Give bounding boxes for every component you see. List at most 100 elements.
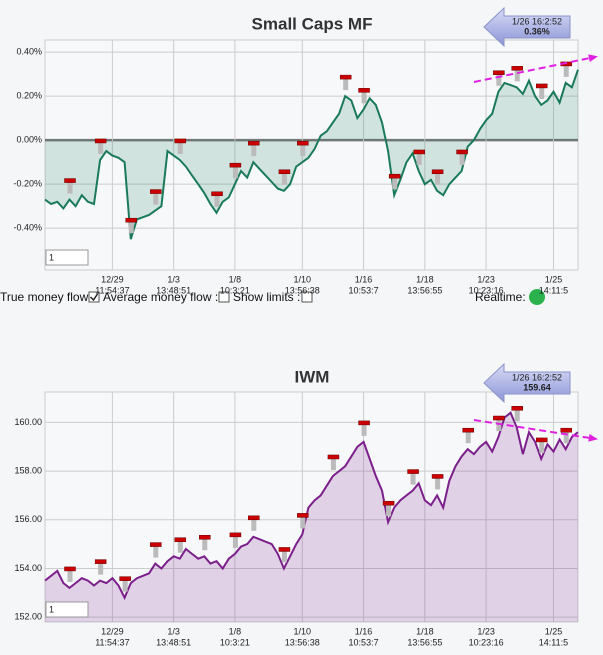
flag-head	[278, 547, 291, 552]
flag-head	[278, 169, 291, 175]
x-tick-label: 1/25	[545, 626, 563, 636]
y-tick-label: -0.40%	[13, 223, 42, 233]
area	[45, 412, 578, 622]
flag-head	[456, 149, 468, 155]
x-tick-sublabel: 13:48:51	[156, 637, 191, 647]
input-box[interactable]	[45, 601, 89, 618]
flag-stem	[496, 419, 502, 432]
flag	[431, 169, 444, 185]
x-tick-sublabel: 13:56:38	[285, 285, 320, 295]
x-tick-sublabel: 11:54:37	[95, 637, 129, 647]
label: True money flow:	[0, 290, 92, 304]
x-tick-sublabel: 13:56:55	[407, 637, 442, 647]
flag-stem	[300, 144, 306, 157]
flag	[297, 513, 309, 529]
flag	[493, 415, 505, 432]
flag-head	[94, 559, 107, 564]
flag-stem	[128, 221, 134, 234]
flag	[462, 427, 474, 444]
y-tick-label: 0.20%	[16, 90, 42, 100]
flag-head	[199, 535, 211, 540]
x-tick-sublabel: 10:3:21	[220, 637, 250, 647]
flag-stem	[153, 545, 159, 558]
flag-stem	[392, 177, 398, 190]
flag-stem	[281, 172, 287, 185]
flag-stem	[514, 69, 520, 82]
x-tick-label: 1/23	[477, 274, 495, 284]
x-tick-label: 1/10	[294, 626, 312, 636]
flag-stem	[251, 144, 257, 157]
tooltip-box	[483, 362, 571, 404]
flag	[358, 420, 370, 436]
checkbox[interactable]	[218, 291, 230, 303]
x-tick-label: 1/16	[355, 626, 373, 636]
chart-title: IWM	[295, 367, 330, 386]
flag-stem	[386, 504, 392, 517]
flag-stem	[214, 194, 220, 207]
flag	[174, 537, 187, 553]
flag-stem	[330, 457, 336, 470]
flag-stem	[177, 141, 183, 154]
flag-head	[535, 437, 548, 443]
checkbox[interactable]	[301, 291, 313, 303]
flag	[229, 162, 242, 179]
flag-head	[388, 173, 401, 179]
line	[44, 69, 579, 240]
flag	[94, 559, 107, 575]
flag-head	[94, 138, 107, 144]
flag-stem	[177, 540, 183, 553]
flag-stem	[465, 431, 471, 444]
flag	[327, 454, 340, 470]
flag-head	[119, 576, 131, 581]
flag	[511, 406, 523, 422]
flag-head	[211, 191, 223, 197]
flag-stem	[459, 152, 465, 165]
flag-head	[297, 513, 309, 518]
flag-head	[358, 88, 370, 93]
x-tick-sublabel: 10:53:7	[349, 285, 379, 295]
x-tick-label: 1/23	[477, 626, 495, 636]
x-tick-label: 1/16	[355, 274, 373, 284]
flag-stem	[539, 86, 545, 99]
input-box[interactable]	[45, 249, 89, 266]
flag-head	[431, 169, 444, 175]
flag	[456, 149, 468, 165]
flag-stem	[67, 181, 73, 194]
x-tick-sublabel: 13:56:55	[407, 285, 442, 295]
flag-head	[229, 162, 242, 168]
flag-head	[327, 454, 340, 460]
checkbox[interactable]	[88, 291, 100, 303]
flag-head	[150, 189, 162, 194]
flag	[535, 83, 548, 99]
flag-head	[339, 74, 352, 80]
x-tick-label: 1/18	[416, 626, 434, 636]
flag	[64, 566, 76, 582]
flag-head	[493, 70, 505, 75]
input-value: 1	[49, 252, 54, 262]
y-tick-label: -0.20%	[13, 179, 42, 189]
x-tick-label: 1/3	[167, 626, 180, 636]
controls: True money flow: Average money flow : Sh…	[0, 289, 545, 305]
flag-head	[382, 500, 395, 506]
flag	[407, 469, 419, 485]
flag	[297, 140, 309, 157]
flag	[382, 500, 395, 517]
flag	[431, 474, 444, 490]
realtime-indicator[interactable]	[529, 289, 545, 305]
flag-head	[462, 427, 474, 433]
flag-stem	[416, 152, 422, 165]
trend-arrow	[473, 57, 591, 83]
flag	[413, 149, 425, 165]
chart-title: Small Caps MF	[252, 14, 373, 33]
x-tick-sublabel: 10:23:16	[469, 637, 504, 647]
flag-head	[413, 149, 425, 155]
flag-stem	[232, 166, 238, 179]
line	[44, 411, 579, 601]
flag	[125, 217, 138, 234]
flag	[119, 576, 131, 592]
flag	[94, 138, 107, 154]
flag-stem	[202, 538, 208, 551]
y-tick-label: 156.00	[14, 514, 42, 524]
flag-stem	[98, 141, 104, 154]
